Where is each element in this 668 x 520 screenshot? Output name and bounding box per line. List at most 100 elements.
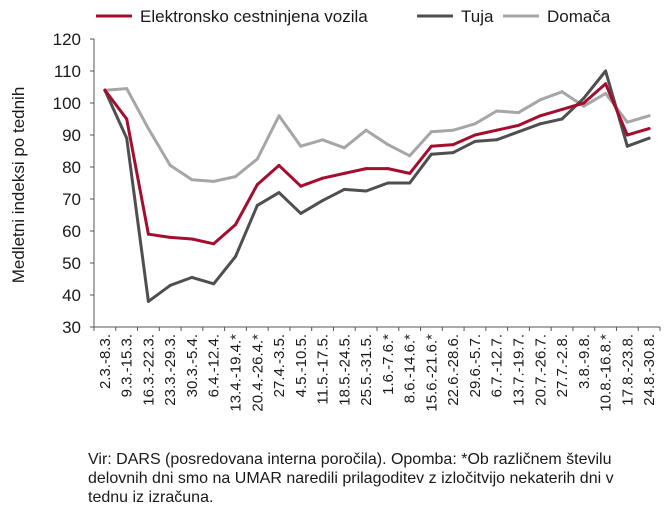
data-point (386, 143, 390, 147)
x-tick-label: 29.6.-5.7. (467, 334, 484, 397)
data-point (255, 183, 259, 187)
data-point (538, 122, 542, 126)
data-point (299, 144, 303, 148)
y-tick-label: 120 (53, 30, 81, 49)
data-point (647, 114, 651, 118)
source-note: Vir: DARS (posredovana interna poročila)… (88, 451, 614, 506)
series-line-0 (103, 82, 651, 246)
data-point (429, 130, 433, 134)
data-point (473, 139, 477, 143)
x-tick-label: 30.3.-5.4. (184, 334, 201, 397)
series-line-2 (103, 87, 651, 183)
data-point (604, 82, 608, 86)
x-tick-label: 23.3.-29.3. (162, 334, 179, 406)
data-point (146, 127, 150, 131)
x-tick-label: 25.5.-31.5. (358, 334, 375, 406)
data-point (299, 211, 303, 215)
y-tick-label: 70 (62, 190, 81, 209)
x-tick-label: 24.8.-30.8. (641, 334, 658, 406)
data-point (321, 176, 325, 180)
data-point (473, 122, 477, 126)
data-point (429, 152, 433, 156)
data-point (582, 96, 586, 100)
data-point (408, 154, 412, 158)
data-point (647, 136, 651, 140)
data-point (625, 133, 629, 137)
y-tick-label: 50 (62, 254, 81, 273)
data-point (647, 127, 651, 131)
x-tick-label: 8.6.-14.6.* (402, 334, 419, 403)
data-point (517, 123, 520, 127)
x-tick-label: 4.5.-10.5. (293, 334, 310, 397)
x-tick-label: 13.7.-19.7. (511, 334, 528, 406)
x-tick-label: 10.8.-16.8.* (598, 334, 615, 412)
x-tick-label: 6.4.-12.4. (206, 334, 223, 397)
data-point (495, 138, 499, 142)
data-point (103, 88, 107, 92)
data-point (625, 120, 629, 124)
data-point (582, 101, 586, 105)
data-point (146, 232, 150, 236)
data-point (604, 69, 608, 73)
x-tick-label: 15.6.-21.6.* (423, 334, 440, 412)
data-point (321, 199, 325, 203)
legend-label-1: Tuja (461, 7, 494, 26)
data-point (364, 167, 368, 171)
data-point (364, 189, 368, 193)
x-tick-label: 11.5.-17.5. (315, 334, 332, 405)
y-tick-label: 30 (62, 318, 81, 337)
x-tick-label: 9.3.-15.3. (119, 334, 136, 397)
x-tick-label: 20.7.-26.7. (532, 334, 549, 406)
data-point (277, 114, 281, 118)
data-point (473, 133, 477, 137)
data-point (168, 283, 172, 287)
data-point (408, 181, 412, 185)
data-point (168, 235, 172, 239)
data-point (299, 184, 303, 188)
data-point (342, 146, 346, 150)
series-layer (103, 69, 651, 303)
data-point (342, 187, 346, 191)
data-point (517, 130, 520, 134)
y-tick-label: 90 (62, 126, 81, 145)
data-point (277, 163, 281, 167)
data-point (364, 128, 368, 132)
data-point (212, 242, 216, 246)
data-point (560, 107, 564, 111)
x-tick-label: 1.6.-7.6.* (380, 334, 397, 395)
data-point (582, 104, 586, 108)
x-tick-label: 13.4.-19.4.* (228, 334, 245, 412)
data-point (212, 179, 216, 183)
legend-label-0: Elektronsko cestninjena vozila (140, 7, 368, 26)
data-point (538, 114, 542, 118)
data-point (255, 157, 259, 161)
data-point (451, 143, 455, 147)
data-point (386, 181, 390, 185)
y-tick-label: 40 (62, 286, 81, 305)
x-tick-label: 16.3.-22.3. (140, 334, 157, 406)
data-point (125, 117, 129, 121)
data-point (168, 163, 172, 167)
data-point (255, 203, 259, 207)
data-point (451, 151, 455, 155)
y-axis: 30 40 50 60 70 80 90 100 110 120 (53, 30, 95, 337)
x-axis: 2.3.-8.3. 9.3.-15.3. 16.3.-22.3. 23.3.-29.3… (93, 326, 661, 412)
data-point (234, 255, 237, 259)
x-tick-label: 6.7.-12.7. (489, 334, 506, 397)
x-tick-label: 27.7.-2.8. (554, 334, 571, 397)
data-point (538, 98, 542, 102)
x-tick-label: 18.5.-24.5. (336, 334, 353, 406)
data-point (146, 299, 150, 303)
data-point (190, 178, 194, 182)
data-point (190, 237, 194, 241)
data-point (342, 171, 346, 175)
x-tick-label: 27.4.-3.5. (271, 334, 288, 397)
data-point (495, 128, 499, 132)
data-point (234, 175, 237, 179)
data-point (321, 138, 325, 142)
data-point (625, 144, 629, 148)
x-tick-label: 22.6.-28.6. (445, 334, 462, 406)
y-axis-title: Medletni indeksi po tednih (9, 87, 28, 284)
data-point (125, 136, 129, 140)
